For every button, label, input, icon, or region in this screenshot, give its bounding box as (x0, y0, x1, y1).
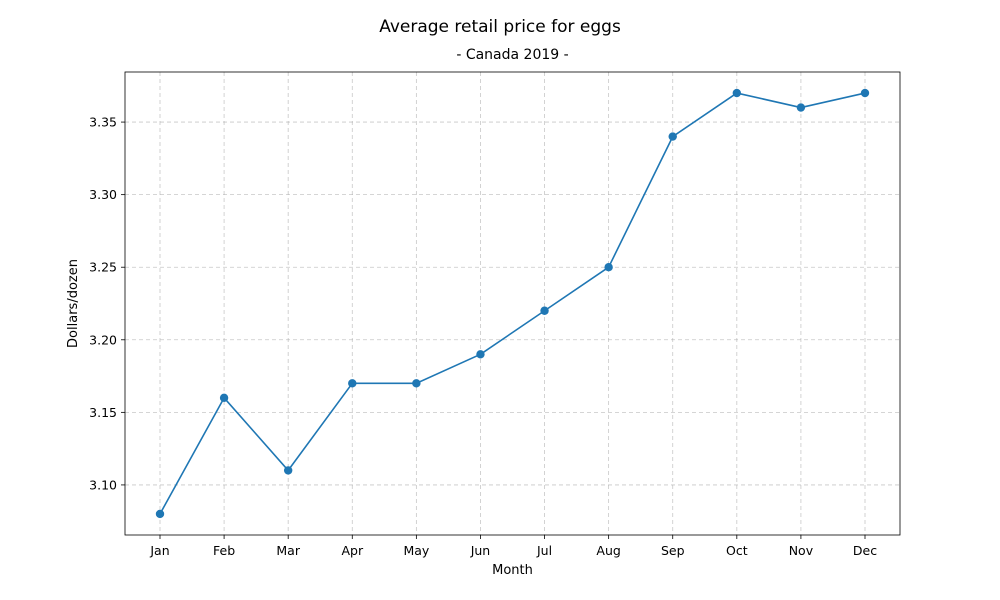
axis-ticks: Jan Feb Mar Apr May Jun Jul Aug Sep Oct Nov Dec 3.10… (89, 115, 877, 558)
x-tick-label: May (403, 543, 429, 558)
y-tick-label: 3.15 (89, 405, 117, 420)
data-point-marker (219, 393, 229, 403)
data-point-marker (668, 132, 677, 141)
x-tick-label: Jul (536, 543, 552, 558)
x-tick-label: Jan (149, 543, 169, 558)
x-tick-label: Jun (470, 543, 491, 558)
series-line (159, 92, 866, 515)
chart-title: Average retail price for eggs (379, 17, 621, 37)
x-tick-label: Oct (726, 543, 748, 558)
series-layer (155, 88, 870, 519)
x-tick-label: Apr (341, 543, 363, 558)
data-point-marker (540, 306, 549, 315)
x-tick-label: Aug (596, 543, 620, 558)
data-point-marker (860, 88, 870, 98)
data-point-marker (283, 466, 293, 475)
x-tick-label: Mar (276, 543, 300, 558)
data-point-marker (348, 379, 357, 388)
data-point-marker (155, 509, 165, 519)
plot-area-frame (124, 71, 901, 536)
data-point-marker (476, 350, 485, 359)
y-axis-label: Dollars/dozen (66, 259, 81, 348)
x-tick-label: Feb (213, 543, 235, 558)
chart-subtitle: - Canada 2019 - (456, 47, 568, 63)
data-point-marker (732, 88, 742, 98)
grid (125, 72, 900, 535)
y-tick-label: 3.30 (89, 187, 117, 202)
y-tick-label: 3.35 (89, 115, 117, 130)
x-tick-label: Dec (853, 543, 877, 558)
data-point-marker (412, 379, 421, 388)
x-axis-label: Month (492, 563, 533, 578)
data-point-marker (604, 263, 613, 272)
y-tick-label: 3.25 (89, 260, 117, 275)
x-tick-label: Nov (789, 543, 814, 558)
data-point-marker (796, 103, 806, 112)
y-tick-label: 3.10 (89, 477, 117, 492)
y-tick-label: 3.20 (89, 332, 117, 347)
x-tick-label: Sep (661, 543, 685, 558)
